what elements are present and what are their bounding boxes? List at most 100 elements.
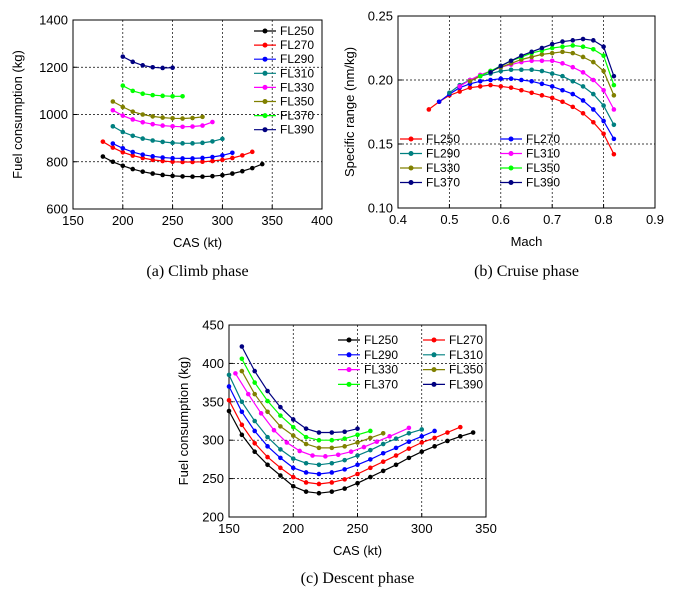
data-point-fl250 xyxy=(240,168,245,174)
series-line-fl270 xyxy=(102,141,253,163)
data-point-fl370 xyxy=(150,92,155,98)
data-point-fl350 xyxy=(570,43,576,48)
data-point-fl270 xyxy=(601,118,606,124)
panel-caption: (a) Climb phase xyxy=(146,263,248,280)
data-point-fl310 xyxy=(120,129,126,135)
data-point-fl270 xyxy=(230,155,235,161)
data-point-fl310 xyxy=(110,124,116,129)
data-point-fl310 xyxy=(226,372,232,378)
data-point-fl310 xyxy=(190,141,195,146)
y-tick-label: 1200 xyxy=(39,60,68,75)
data-point-fl250 xyxy=(239,432,245,438)
data-point-fl250 xyxy=(355,480,360,486)
x-tick-label: 150 xyxy=(218,521,240,536)
data-point-fl330 xyxy=(271,427,277,433)
data-point-fl250 xyxy=(252,449,257,455)
data-point-fl270 xyxy=(110,145,116,150)
data-point-fl290 xyxy=(210,154,215,160)
legend-swatch-marker xyxy=(262,42,268,48)
legend-swatch-marker xyxy=(508,136,514,142)
legend-swatch-marker xyxy=(346,352,352,358)
data-point-fl270 xyxy=(180,159,185,165)
data-point-fl270 xyxy=(570,91,576,97)
data-point-fl270 xyxy=(580,98,586,103)
data-point-fl330 xyxy=(335,452,341,458)
legend-entry-fl290: FL290 xyxy=(364,348,398,362)
data-point-fl290 xyxy=(368,457,373,462)
data-point-fl270 xyxy=(170,159,175,165)
x-tick-label: 300 xyxy=(411,521,433,536)
data-point-fl250 xyxy=(290,483,296,489)
legend-swatch-marker xyxy=(408,165,414,171)
data-point-fl390 xyxy=(252,368,257,374)
data-point-fl310 xyxy=(290,456,296,461)
data-point-fl250 xyxy=(458,434,463,439)
data-point-fl250 xyxy=(220,172,225,178)
legend-entry-fl270: FL270 xyxy=(280,38,314,52)
data-point-fl290 xyxy=(570,78,576,84)
data-point-fl270 xyxy=(436,99,442,105)
data-point-fl270 xyxy=(190,159,195,165)
x-tick-label: 300 xyxy=(212,213,234,228)
legend-entry-fl350: FL350 xyxy=(449,363,483,377)
data-point-fl390 xyxy=(160,65,165,71)
data-point-fl250 xyxy=(560,99,565,105)
x-tick-label: 350 xyxy=(261,213,283,228)
series-line-fl270 xyxy=(438,78,615,140)
data-point-fl350 xyxy=(140,112,146,117)
legend-entry-fl270: FL270 xyxy=(526,132,560,146)
data-point-fl270 xyxy=(210,158,215,164)
y-tick-label: 600 xyxy=(46,202,68,217)
data-point-fl290 xyxy=(190,156,195,161)
data-point-fl330 xyxy=(190,124,195,129)
legend-entry-fl290: FL290 xyxy=(280,52,314,66)
data-point-fl370 xyxy=(160,93,165,99)
y-tick-label: 450 xyxy=(202,318,224,333)
data-point-fl330 xyxy=(406,425,412,431)
data-point-fl310 xyxy=(210,139,215,144)
y-tick-label: 0.20 xyxy=(368,73,393,88)
data-point-fl390 xyxy=(130,59,136,65)
data-point-fl270 xyxy=(120,150,126,155)
data-point-fl330 xyxy=(529,54,534,60)
x-tick-label: 200 xyxy=(112,213,134,228)
data-point-fl270 xyxy=(419,440,425,445)
x-axis-label: CAS (kt) xyxy=(173,235,222,250)
data-point-fl370 xyxy=(170,94,175,99)
data-point-fl270 xyxy=(498,76,504,82)
legend-swatch-marker xyxy=(262,113,268,119)
data-point-fl330 xyxy=(233,371,238,376)
data-point-fl330 xyxy=(467,78,473,84)
data-point-fl290 xyxy=(220,153,225,158)
data-point-fl390 xyxy=(316,430,322,435)
data-point-fl250 xyxy=(190,174,195,179)
data-point-fl250 xyxy=(316,490,322,496)
data-point-fl310 xyxy=(140,136,146,141)
x-tick-label: 150 xyxy=(62,213,84,228)
legend-swatch-marker xyxy=(408,136,414,142)
data-point-fl390 xyxy=(170,65,175,71)
data-point-fl370 xyxy=(529,49,534,55)
x-tick-label: 250 xyxy=(347,521,369,536)
data-point-fl270 xyxy=(406,446,412,451)
x-tick-label: 250 xyxy=(162,213,184,228)
data-point-fl310 xyxy=(580,70,586,75)
data-point-fl370 xyxy=(591,38,596,43)
data-point-fl350 xyxy=(560,44,565,50)
data-point-fl370 xyxy=(342,436,347,441)
data-point-fl310 xyxy=(303,460,309,466)
data-point-fl370 xyxy=(329,437,335,443)
data-point-fl250 xyxy=(529,90,534,96)
y-tick-label: 250 xyxy=(202,471,224,486)
data-point-fl250 xyxy=(470,430,476,435)
data-point-fl250 xyxy=(549,95,555,101)
data-point-fl270 xyxy=(355,471,360,477)
data-point-fl250 xyxy=(278,473,283,478)
data-point-fl290 xyxy=(498,68,504,74)
data-point-fl350 xyxy=(170,115,175,121)
series-line-fl390 xyxy=(122,56,173,69)
data-point-fl370 xyxy=(580,36,586,42)
data-point-fl270 xyxy=(488,77,493,83)
data-point-fl370 xyxy=(601,44,606,50)
